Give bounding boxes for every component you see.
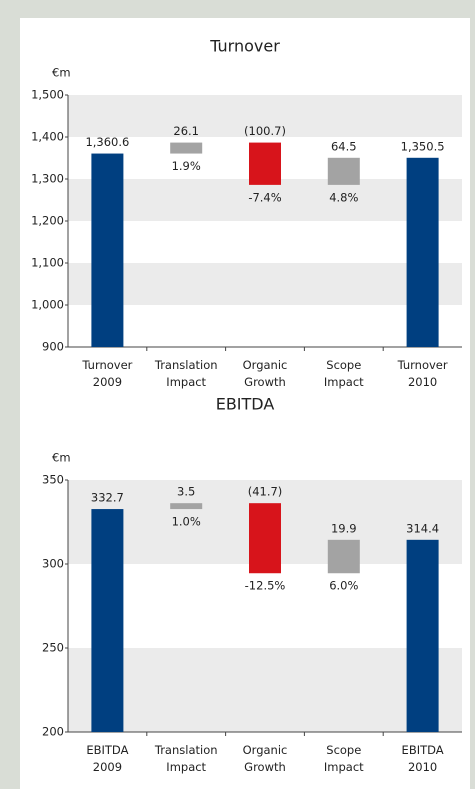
percent-label: 1.9% [172, 159, 201, 173]
percent-label: -12.5% [245, 579, 286, 593]
y-tick-label: 200 [42, 725, 64, 739]
bar [406, 539, 439, 732]
y-tick-label: 1,300 [31, 172, 64, 186]
y-tick-label: 1,100 [31, 256, 64, 270]
percent-label: -7.4% [248, 190, 281, 204]
x-tick-label: Scope Impact [324, 358, 364, 389]
y-tick-label: 900 [42, 340, 64, 354]
unit-label: €m [52, 451, 71, 465]
x-tick-label: Organic Growth [243, 358, 288, 389]
value-label: 314.4 [406, 521, 439, 535]
value-label: 1,360.6 [85, 135, 129, 149]
chart-title: EBITDA [216, 395, 275, 414]
x-tick-label: Turnover 2010 [397, 358, 448, 389]
percent-label: 6.0% [329, 579, 358, 593]
value-label: (100.7) [244, 124, 286, 138]
unit-label: €m [52, 66, 71, 80]
x-tick-label: Translation Impact [154, 358, 218, 389]
value-label: 1,350.5 [401, 139, 445, 153]
x-tick-label: Translation Impact [154, 743, 218, 774]
value-label: 19.9 [331, 521, 357, 535]
bar [327, 157, 360, 185]
chart-title: Turnover [209, 37, 280, 56]
y-tick-label: 300 [42, 557, 64, 571]
bar [170, 142, 203, 154]
y-tick-label: 1,500 [31, 88, 64, 102]
bar [91, 153, 124, 347]
grid-band [68, 648, 462, 732]
value-label: 3.5 [177, 485, 195, 499]
bar [249, 142, 281, 185]
x-tick-label: Organic Growth [243, 743, 288, 774]
x-tick-label: EBITDA 2010 [402, 743, 444, 774]
bar [91, 509, 124, 732]
bar [327, 539, 360, 574]
bar [170, 503, 203, 510]
x-tick-label: Scope Impact [324, 743, 364, 774]
percent-label: 4.8% [329, 190, 358, 204]
x-tick-label: Turnover 2009 [81, 358, 132, 389]
y-tick-label: 350 [42, 473, 64, 487]
grid-band [68, 95, 462, 137]
bar [406, 157, 439, 347]
y-tick-label: 1,400 [31, 130, 64, 144]
y-tick-label: 1,200 [31, 214, 64, 228]
y-tick-label: 1,000 [31, 298, 64, 312]
y-tick-label: 250 [42, 641, 64, 655]
value-label: 64.5 [331, 139, 357, 153]
percent-label: 1.0% [172, 515, 201, 529]
value-label: 332.7 [91, 491, 124, 505]
value-label: (41.7) [248, 485, 283, 499]
x-tick-label: EBITDA 2009 [86, 743, 128, 774]
value-label: 26.1 [173, 124, 199, 138]
grid-band [68, 179, 462, 221]
bar [249, 503, 281, 574]
grid-band [68, 263, 462, 305]
